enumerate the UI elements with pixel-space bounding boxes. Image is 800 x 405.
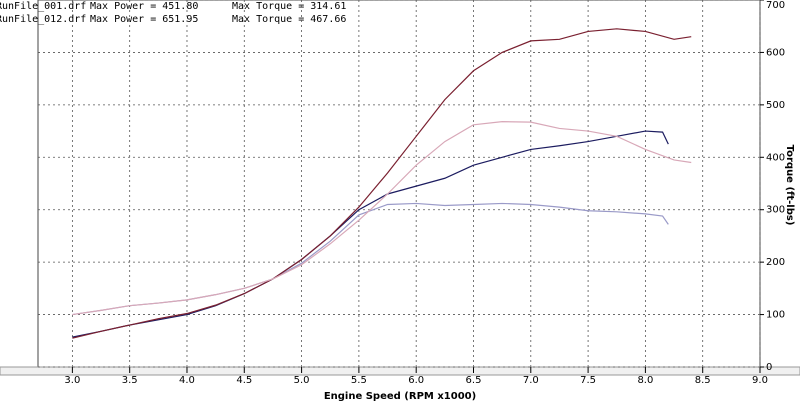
- x-tick-label: 3.0: [64, 375, 80, 386]
- x-tick-label: 4.5: [236, 375, 252, 386]
- x-tick-label: 5.5: [351, 375, 367, 386]
- x-tick-label: 3.5: [122, 375, 138, 386]
- legend-power: Max Power = 451.80: [90, 1, 198, 12]
- y-tick-label: 700: [766, 0, 785, 11]
- y-tick-label: 0: [766, 362, 772, 373]
- legend-file: RunFile_001.drf: [0, 1, 86, 12]
- x-axis-title: Engine Speed (RPM x1000): [324, 391, 476, 402]
- legend-file: RunFile_012.drf: [0, 14, 86, 25]
- y-tick-label: 400: [766, 152, 785, 163]
- y-tick-label: 500: [766, 100, 785, 111]
- y-tick-label: 600: [766, 47, 785, 58]
- data-line: [72, 121, 692, 316]
- x-tick-label: 7.5: [580, 375, 596, 386]
- legend-torque: Max Torque = 467.66: [232, 14, 346, 25]
- y-tick-label: 100: [766, 310, 785, 321]
- y-tick-label: 300: [766, 205, 785, 216]
- x-tick-label: 5.0: [294, 375, 310, 386]
- x-tick-label: 4.0: [179, 375, 195, 386]
- data-line: [72, 28, 692, 339]
- x-tick-label: 9.0: [752, 375, 768, 386]
- x-axis-band: [0, 366, 800, 376]
- x-tick-label: 7.0: [523, 375, 539, 386]
- legend-torque: Max Torque = 314.61: [232, 1, 346, 12]
- y-axis-title: Torque (ft-lbs): [784, 145, 795, 226]
- x-tick-label: 6.5: [466, 375, 482, 386]
- x-tick-label: 8.5: [695, 375, 711, 386]
- y-tick-label: 200: [766, 257, 785, 268]
- x-tick-label: 6.0: [408, 375, 424, 386]
- x-tick-label: 8.0: [637, 375, 653, 386]
- legend-power: Max Power = 651.95: [90, 14, 198, 25]
